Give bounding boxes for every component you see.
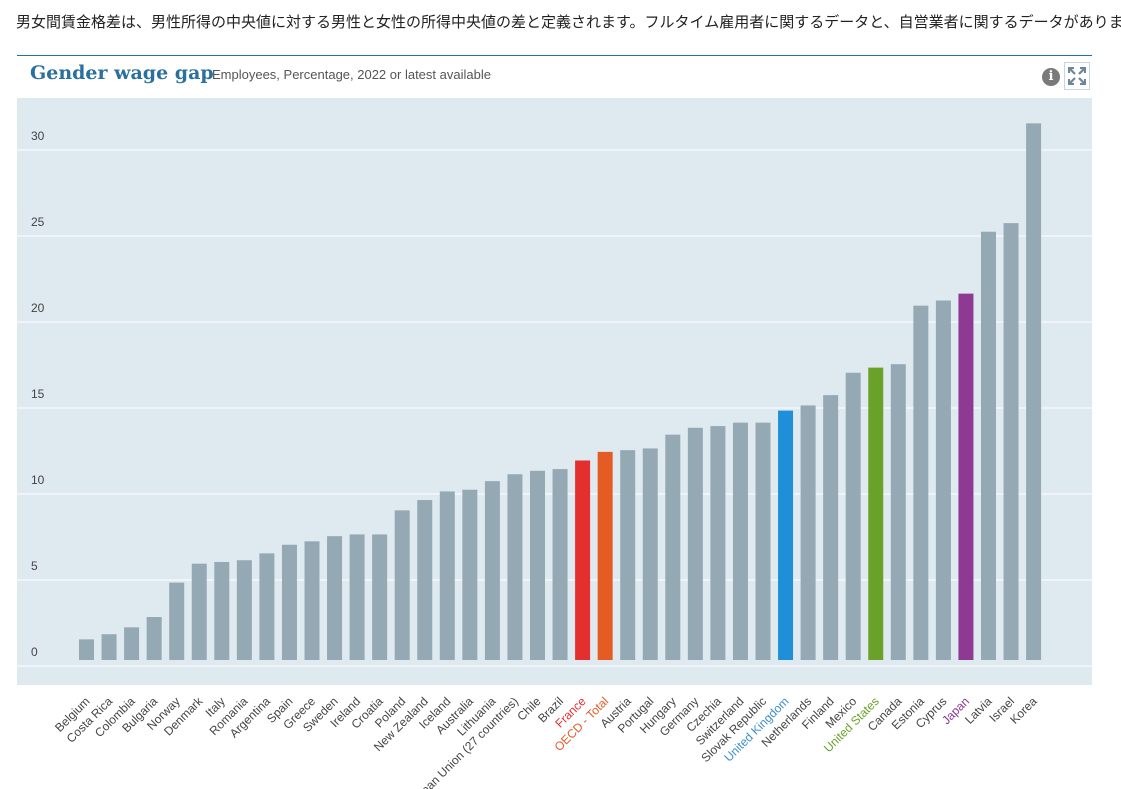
bars — [79, 123, 1042, 661]
x-tick-label: Korea — [1007, 694, 1040, 727]
y-tick-label: 5 — [31, 559, 38, 573]
bar[interactable] — [349, 534, 365, 660]
y-tick-label: 30 — [31, 129, 45, 143]
bar[interactable] — [327, 536, 343, 660]
y-tick-label: 20 — [31, 301, 45, 315]
y-axis-ticks: 0 5 10 15 20 25 30 — [31, 129, 45, 659]
chart-subtitle: Employees, Percentage, 2022 or latest av… — [212, 67, 491, 82]
expand-icon — [1068, 67, 1086, 85]
bar[interactable] — [778, 410, 794, 660]
bar[interactable] — [913, 305, 929, 660]
bar[interactable] — [236, 560, 252, 660]
bar[interactable] — [304, 541, 320, 660]
bar[interactable] — [642, 448, 658, 660]
bar[interactable] — [530, 470, 545, 660]
bar[interactable] — [597, 451, 613, 660]
bar[interactable] — [732, 422, 748, 660]
info-icon[interactable]: i — [1042, 68, 1060, 86]
bar[interactable] — [124, 627, 140, 660]
y-tick-label: 10 — [31, 473, 45, 487]
bar[interactable] — [507, 474, 523, 660]
bar[interactable] — [146, 617, 162, 660]
bar[interactable] — [214, 561, 230, 660]
bar[interactable] — [868, 367, 884, 660]
bar[interactable] — [710, 426, 726, 660]
y-tick-label: 0 — [31, 645, 38, 659]
bar[interactable] — [800, 405, 816, 660]
expand-button[interactable] — [1064, 62, 1090, 90]
bar[interactable] — [575, 460, 591, 660]
chart-title: Gender wage gap — [30, 62, 214, 84]
y-tick-label: 15 — [31, 387, 45, 401]
bar[interactable] — [101, 634, 117, 660]
bar[interactable] — [620, 450, 636, 660]
bar[interactable] — [958, 293, 974, 660]
bar[interactable] — [890, 364, 906, 660]
bar[interactable] — [755, 422, 771, 660]
bar[interactable] — [1003, 223, 1019, 660]
bar[interactable] — [845, 372, 861, 660]
bar[interactable] — [259, 553, 275, 660]
bar[interactable] — [552, 469, 568, 660]
bar[interactable] — [79, 639, 94, 660]
bar[interactable] — [981, 231, 996, 660]
bar[interactable] — [281, 544, 297, 660]
bar[interactable] — [823, 395, 839, 660]
bar[interactable] — [484, 481, 500, 660]
bar[interactable] — [665, 434, 681, 660]
bar[interactable] — [191, 563, 207, 660]
bar[interactable] — [935, 300, 951, 660]
bar[interactable] — [372, 534, 388, 660]
bar[interactable] — [462, 489, 478, 660]
bar[interactable] — [169, 582, 185, 660]
bar[interactable] — [417, 500, 433, 660]
bar[interactable] — [687, 427, 703, 660]
chart-card: Gender wage gap Employees, Percentage, 2… — [17, 55, 1092, 789]
y-tick-label: 25 — [31, 215, 45, 229]
chart-header: Gender wage gap Employees, Percentage, 2… — [17, 56, 1092, 98]
bar[interactable] — [439, 491, 455, 660]
bar[interactable] — [394, 510, 410, 660]
bar[interactable] — [1026, 123, 1042, 661]
intro-text: 男女間賃金格差は、男性所得の中央値に対する男性と女性の所得中央値の差と定義されま… — [16, 13, 1121, 31]
